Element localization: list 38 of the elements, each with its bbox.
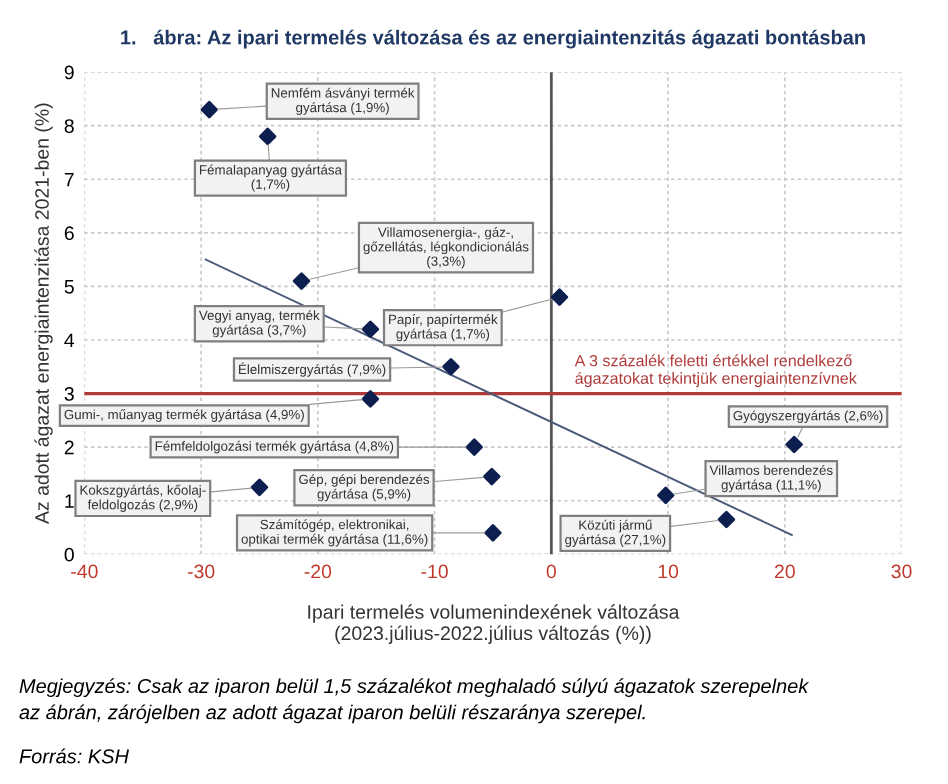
point (258, 127, 277, 146)
y-tick-label: 9 (64, 65, 74, 80)
point (550, 288, 569, 306)
x-tick-label: -20 (304, 564, 332, 579)
point (656, 486, 675, 505)
x-tick-label: 30 (891, 564, 912, 579)
chart-title: 1. ábra: Az ipari termelés változása és az energiaintenzitás ágazati bontásban (121, 29, 865, 49)
y-axis-title: Az adott ágazat energiaintenzitása 2021-ben (%) (34, 103, 53, 524)
point (292, 272, 311, 290)
point (465, 438, 484, 456)
y-tick-label: 4 (64, 333, 75, 348)
x-tick-label: 10 (658, 564, 679, 579)
point (484, 524, 502, 542)
ref-line-label: A 3 százalék feletti értékkel rendelkező ágazatokat tekintjük energiaintenzívnek (574, 354, 857, 388)
y-tick-label: 0 (64, 547, 74, 562)
point (250, 478, 269, 497)
point (442, 358, 460, 376)
x-tick-label: 20 (774, 564, 795, 579)
x-tick-label: 0 (546, 564, 556, 579)
point (717, 510, 736, 529)
point (361, 320, 380, 339)
point (200, 100, 219, 119)
point (785, 435, 803, 454)
y-tick-label: 1 (65, 494, 74, 508)
x-tick-label: -10 (421, 564, 448, 579)
text: Megjegyzés: Csak az iparon belül 1,5 százalékot meghaladó súlyú ágazatok szerepelnek az ábrán, zárójelben az adott ágazat iparon belüli részaránya szerepel. (19, 678, 810, 724)
y-tick-label: 8 (64, 119, 74, 133)
y-tick-label: 5 (64, 280, 74, 294)
y-tick-label: 6 (64, 226, 74, 241)
x-tick-label: -30 (187, 564, 215, 579)
y-tick-label: 3 (64, 387, 74, 401)
y-tick-label: 2 (64, 440, 74, 455)
point (361, 390, 380, 408)
y-tick-label: 7 (64, 172, 74, 187)
point (483, 467, 501, 486)
text: Forrás: KSH (19, 748, 129, 764)
x-axis-title: Ipari termelés volumenindexének változása (2023.július-2022.július változás (%)) (308, 604, 680, 644)
x-tick-label: -40 (71, 564, 98, 579)
